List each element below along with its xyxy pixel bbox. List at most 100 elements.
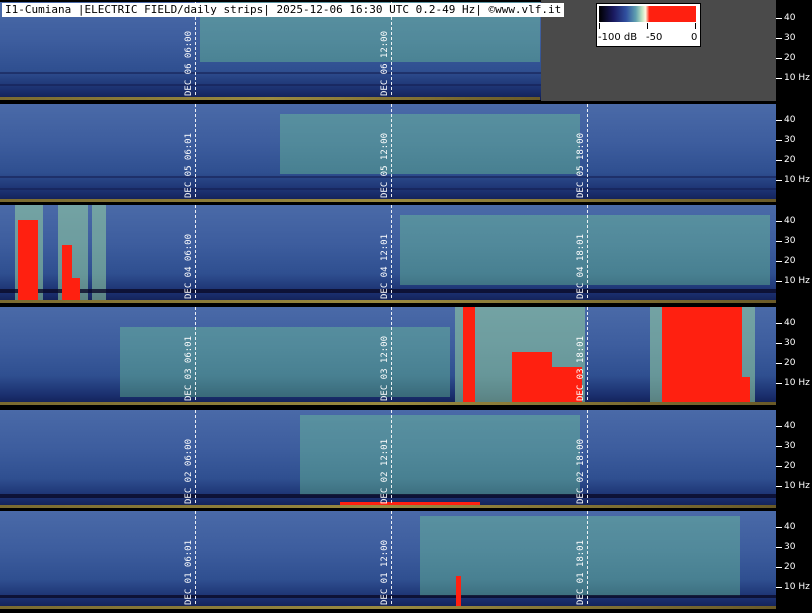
- tick-label: 30: [784, 33, 796, 43]
- time-label: DEC 02 06:00: [184, 438, 194, 504]
- tick-label: 40: [784, 115, 796, 125]
- time-label: DEC 02 18:00: [576, 438, 586, 504]
- time-label: DEC 05 12:00: [380, 132, 390, 198]
- time-label: DEC 03 12:00: [380, 335, 390, 401]
- time-gridline: [391, 511, 392, 609]
- time-gridline: [195, 205, 196, 303]
- freq-band: [0, 188, 776, 190]
- activity-region: [92, 205, 106, 300]
- page-title: I1-Cumiana |ELECTRIC FIELD/daily strips|…: [2, 3, 565, 17]
- time-label: DEC 05 06:01: [184, 132, 194, 198]
- freq-band: [0, 595, 776, 598]
- time-label: DEC 01 06:01: [184, 539, 194, 605]
- time-label: DEC 01 12:00: [380, 539, 390, 605]
- frequency-axis: 40 30 20 10 Hz: [776, 205, 812, 303]
- spectrogram-strip-dec05: DEC 05 06:01 DEC 05 12:00 DEC 05 18:00 4…: [0, 104, 812, 202]
- color-scale-legend: -100 dB -50 0: [596, 3, 701, 47]
- time-gridline: [195, 104, 196, 202]
- freq-band: [0, 84, 776, 86]
- spectrogram-strip-dec04: DEC 04 06:00 DEC 04 12:01 DEC 04 18:01 4…: [0, 205, 812, 303]
- strip-baseline: [0, 199, 776, 202]
- strip-baseline: [0, 97, 540, 100]
- tick-label: 30: [784, 236, 796, 246]
- tick-label: 40: [784, 522, 796, 532]
- time-label: DEC 05 18:00: [576, 132, 586, 198]
- intense-emission: [662, 307, 742, 402]
- strip-baseline: [0, 402, 776, 405]
- tick-label: 20: [784, 562, 796, 572]
- legend-label-max: 0: [691, 32, 698, 43]
- time-label: DEC 06 06:00: [184, 30, 194, 96]
- tick-label: 30: [784, 542, 796, 552]
- tick-label: 20: [784, 461, 796, 471]
- freq-band: [0, 176, 776, 178]
- strip-baseline: [0, 505, 776, 508]
- tick-label: 30: [784, 338, 796, 348]
- time-gridline: [391, 205, 392, 303]
- tick-label: 40: [784, 421, 796, 431]
- time-gridline: [587, 205, 588, 303]
- intense-emission: [340, 502, 480, 505]
- tick-label: 10 Hz: [784, 582, 810, 592]
- tick-label: 30: [784, 441, 796, 451]
- intense-emission: [62, 245, 72, 300]
- activity-region: [400, 215, 770, 285]
- time-gridline: [391, 410, 392, 508]
- freq-band: [0, 494, 776, 498]
- time-gridline: [195, 307, 196, 405]
- frequency-axis: 40 30 20 10 Hz: [776, 104, 812, 202]
- time-gridline: [391, 2, 392, 100]
- time-gridline: [391, 307, 392, 405]
- time-label: DEC 06 12:00: [380, 30, 390, 96]
- spectrogram-strip-dec01: DEC 01 06:01 DEC 01 12:00 DEC 01 18:01 4…: [0, 511, 812, 609]
- intense-emission: [512, 352, 552, 402]
- tick-label: 10 Hz: [784, 175, 810, 185]
- time-gridline: [391, 104, 392, 202]
- legend-label-min: -100 dB: [598, 32, 638, 43]
- freq-band: [0, 289, 776, 293]
- spectrogram-image: [0, 511, 776, 609]
- spectrogram-image: [0, 104, 776, 202]
- time-gridline: [587, 410, 588, 508]
- tick-label: 40: [784, 318, 796, 328]
- intense-emission: [72, 278, 80, 300]
- spectrogram-image: [0, 410, 776, 508]
- spectrogram-strip-dec03: DEC 03 06:01 DEC 03 12:00 DEC 03 18:01 4…: [0, 307, 812, 405]
- time-label: DEC 04 06:00: [184, 233, 194, 299]
- tick-label: 40: [784, 216, 796, 226]
- time-gridline: [587, 511, 588, 609]
- strip-baseline: [0, 300, 776, 303]
- intense-emission: [18, 220, 38, 300]
- time-label: DEC 01 18:01: [576, 539, 586, 605]
- tick-label: 20: [784, 53, 796, 63]
- time-gridline: [587, 307, 588, 405]
- frequency-axis: 40 30 20 10 Hz: [776, 410, 812, 508]
- intense-emission: [742, 377, 750, 402]
- time-gridline: [195, 511, 196, 609]
- tick-label: 40: [784, 13, 796, 23]
- time-label: DEC 04 12:01: [380, 233, 390, 299]
- time-label: DEC 02 12:01: [380, 438, 390, 504]
- intense-emission: [552, 367, 582, 402]
- tick-label: 10 Hz: [784, 378, 810, 388]
- tick-label: 20: [784, 155, 796, 165]
- frequency-axis: 40 30 20 10 Hz: [776, 511, 812, 609]
- spectrogram-strip-dec02: DEC 02 06:00 DEC 02 12:01 DEC 02 18:00 4…: [0, 410, 812, 508]
- time-label: DEC 03 06:01: [184, 335, 194, 401]
- tick-label: 30: [784, 135, 796, 145]
- time-gridline: [587, 104, 588, 202]
- time-gridline: [195, 410, 196, 508]
- tick-label: 10 Hz: [784, 276, 810, 286]
- time-label: DEC 03 18:01: [576, 335, 586, 401]
- tick-label: 20: [784, 358, 796, 368]
- spectrogram-image: [0, 205, 776, 303]
- freq-band: [0, 72, 776, 74]
- intense-emission: [456, 576, 461, 606]
- intense-emission: [463, 307, 475, 402]
- tick-label: 20: [784, 256, 796, 266]
- activity-region: [300, 415, 580, 495]
- tick-label: 10 Hz: [784, 73, 810, 83]
- activity-region: [420, 516, 740, 596]
- time-label: DEC 04 18:01: [576, 233, 586, 299]
- legend-label-mid: -50: [646, 32, 663, 43]
